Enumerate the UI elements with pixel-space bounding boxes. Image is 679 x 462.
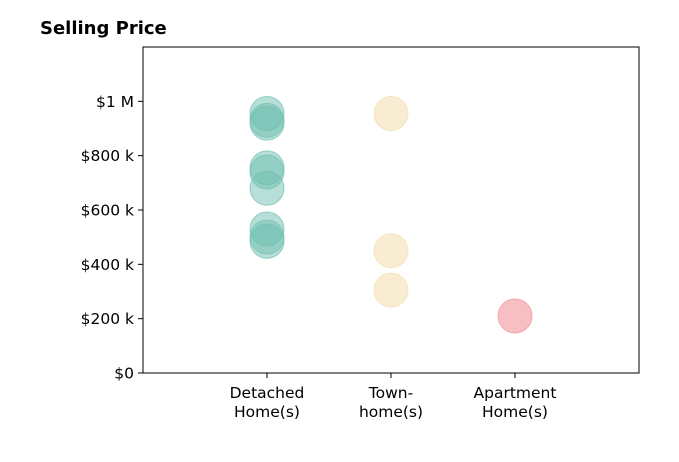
x-tick-label: Home(s) bbox=[482, 403, 548, 421]
y-tick-label: $800 k bbox=[81, 147, 134, 165]
scatter-point bbox=[373, 272, 409, 308]
scatter-point bbox=[249, 105, 285, 141]
x-tick-label: Detached bbox=[230, 384, 305, 402]
scatter-point bbox=[249, 223, 285, 259]
chart-title: Selling Price bbox=[40, 18, 167, 39]
plot-frame bbox=[142, 46, 640, 374]
x-tick-label: Apartment bbox=[474, 384, 557, 402]
y-tick-label: $400 k bbox=[81, 256, 134, 274]
y-tick-label: $600 k bbox=[81, 202, 134, 220]
x-tick-label: home(s) bbox=[359, 403, 423, 421]
scatter-marks bbox=[249, 96, 533, 334]
scatter-point bbox=[373, 233, 409, 269]
x-tick-label: Home(s) bbox=[234, 403, 300, 421]
y-tick-label: $200 k bbox=[81, 310, 134, 328]
y-tick-label: $0 bbox=[114, 365, 134, 383]
scatter-point bbox=[373, 96, 409, 132]
x-axis: DetachedHome(s)Town-home(s)ApartmentHome… bbox=[230, 373, 557, 421]
scatter-point bbox=[249, 170, 285, 206]
x-tick-label: Town- bbox=[368, 384, 413, 402]
y-axis: $0 $200 k $400 k $600 k $800 k $1 M bbox=[81, 93, 143, 383]
y-tick-label: $1 M bbox=[96, 93, 134, 111]
scatter-point bbox=[497, 298, 533, 334]
